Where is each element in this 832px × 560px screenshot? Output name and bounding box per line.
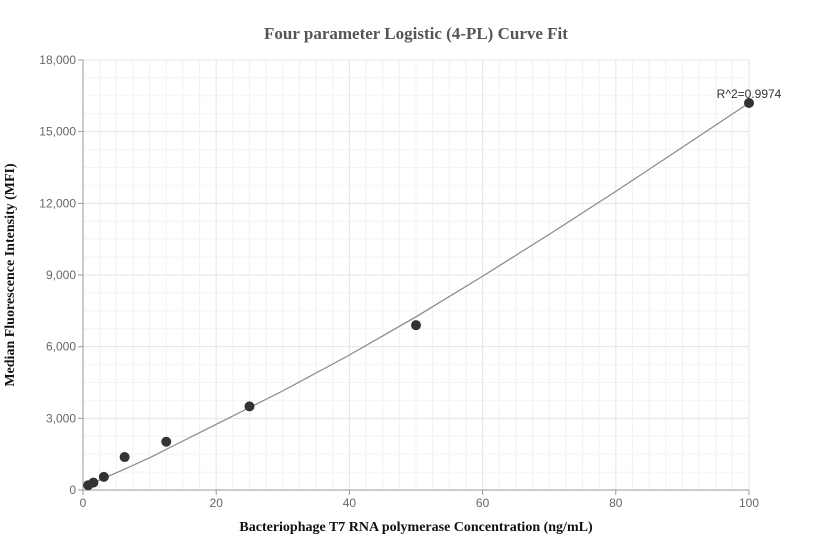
x-tick-label: 100 bbox=[739, 496, 759, 510]
y-tick-label: 6,000 bbox=[46, 340, 76, 354]
data-point bbox=[98, 471, 109, 482]
y-axis-label: Median Fluorescence Intensity (MFI) bbox=[3, 163, 18, 387]
data-point bbox=[161, 436, 172, 447]
y-tick-label: 3,000 bbox=[46, 411, 76, 425]
fit-curve-layer bbox=[87, 102, 750, 486]
y-tick-label: 12,000 bbox=[39, 196, 76, 210]
y-tick-label: 0 bbox=[69, 483, 76, 497]
x-tick-label: 0 bbox=[80, 496, 87, 510]
r-squared-annotation: R^2=0.9974 bbox=[717, 87, 782, 101]
x-tick-label: 40 bbox=[343, 496, 357, 510]
data-point bbox=[411, 320, 421, 331]
x-tick-label: 60 bbox=[476, 496, 490, 510]
grid bbox=[82, 59, 750, 491]
data-points bbox=[83, 98, 754, 491]
data-point bbox=[88, 477, 99, 488]
data-point bbox=[744, 98, 754, 108]
y-tick-label: 15,000 bbox=[39, 125, 76, 139]
x-tick-label: 80 bbox=[609, 496, 623, 510]
chart-title: Four parameter Logistic (4-PL) Curve Fit bbox=[264, 24, 568, 43]
data-point bbox=[244, 401, 255, 412]
x-tick-label: 20 bbox=[210, 496, 224, 510]
y-tick-label: 18,000 bbox=[39, 53, 76, 67]
fit-curve-line bbox=[87, 102, 750, 486]
data-point bbox=[119, 452, 130, 463]
y-tick-label: 9,000 bbox=[46, 268, 76, 282]
axes: 0 20 40 60 80 100 0 3,000 6,000 9,000 12,000 15,000… bbox=[39, 53, 759, 510]
x-axis-label: Bacteriophage T7 RNA polymerase Concentr… bbox=[239, 520, 593, 535]
